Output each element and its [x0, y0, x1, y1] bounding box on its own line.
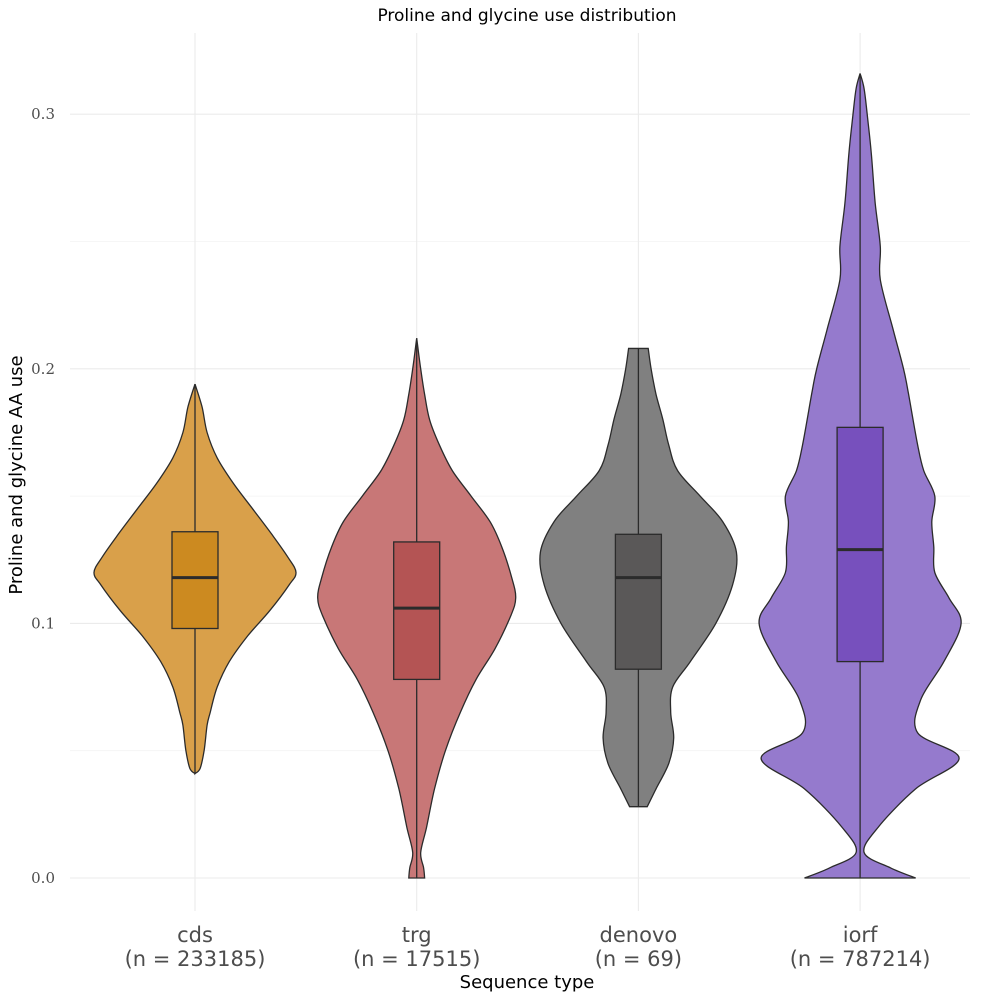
chart-title: Proline and glycine use distribution	[377, 6, 676, 26]
violin-group-denovo	[539, 347, 738, 808]
box-iorf	[836, 426, 884, 663]
y-tick-label: 0.1	[31, 614, 55, 632]
y-tick-label: 0.2	[31, 360, 55, 378]
x-tick-count-label: (n = 233185)	[125, 947, 266, 971]
x-axis-ticks: cds(n = 233185)trg(n = 17515)denovo(n = …	[125, 923, 931, 971]
x-tick-label: denovo	[600, 923, 678, 947]
violin-group-cds	[93, 383, 297, 776]
box-cds	[171, 531, 219, 630]
box-denovo	[614, 533, 663, 670]
y-axis-title: Proline and glycine AA use	[6, 355, 27, 594]
x-axis-title: Sequence type	[460, 972, 595, 993]
x-tick-count-label: (n = 787214)	[790, 947, 931, 971]
violin-group-iorf	[758, 73, 962, 879]
box-trg	[393, 541, 441, 681]
x-tick-count-label: (n = 69)	[595, 947, 682, 971]
x-tick-label: cds	[177, 923, 213, 947]
y-tick-label: 0.3	[31, 105, 55, 123]
y-tick-label: 0.0	[31, 869, 55, 887]
x-tick-count-label: (n = 17515)	[353, 947, 480, 971]
violins	[93, 73, 962, 879]
x-tick-label: iorf	[843, 923, 878, 947]
y-axis-ticks: 0.0 0.1 0.2 0.3	[31, 105, 55, 887]
violin-group-trg	[317, 338, 517, 879]
x-tick-label: trg	[402, 923, 432, 947]
